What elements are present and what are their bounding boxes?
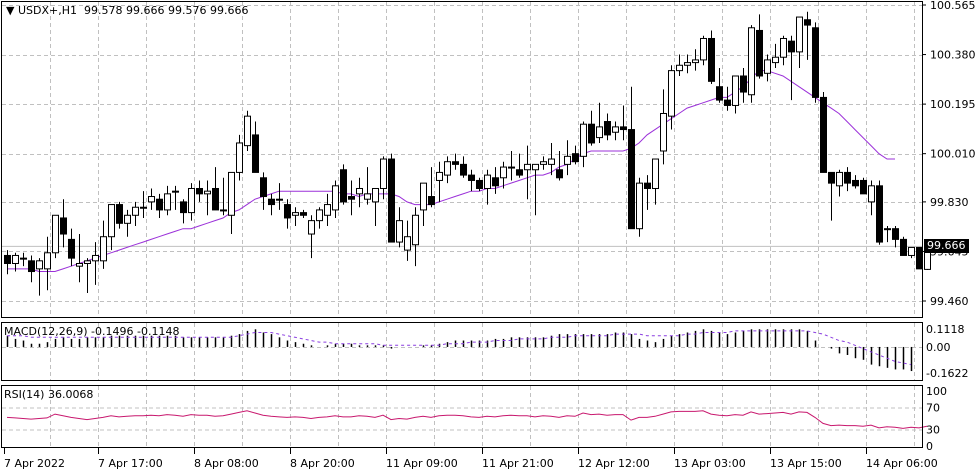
svg-text:0: 0: [926, 440, 933, 453]
svg-text:100.195: 100.195: [930, 98, 976, 111]
svg-text:30: 30: [926, 424, 940, 437]
svg-text:100: 100: [926, 385, 947, 398]
svg-text:11 Apr 09:00: 11 Apr 09:00: [386, 457, 458, 470]
rsi-label: RSI(14) 36.0068: [4, 388, 94, 401]
svg-text:12 Apr 12:00: 12 Apr 12:00: [578, 457, 650, 470]
svg-text:100.380: 100.380: [930, 49, 976, 62]
svg-text:7 Apr 17:00: 7 Apr 17:00: [98, 457, 163, 470]
svg-text:99.830: 99.830: [930, 196, 969, 209]
svg-text:100.565: 100.565: [930, 0, 976, 12]
svg-text:8 Apr 20:00: 8 Apr 20:00: [290, 457, 355, 470]
axis-labels: 100.565100.380100.195100.01099.83099.645…: [4, 0, 976, 470]
chart-title: ▼ USDX+,H1 99.578 99.666 99.576 99.666: [6, 4, 248, 17]
current-price-tag: 99.666: [924, 239, 969, 253]
macd-label: MACD(12,26,9) -0.1496 -0.1148: [4, 325, 180, 338]
grid-lines: [2, 2, 922, 448]
rsi-indicator: [6, 410, 928, 429]
panel-frames: [1, 1, 923, 448]
svg-text:8 Apr 08:00: 8 Apr 08:00: [194, 457, 259, 470]
svg-text:99.460: 99.460: [930, 295, 969, 308]
svg-text:100.010: 100.010: [930, 148, 976, 161]
ohlc-values: 99.578 99.666 99.576 99.666: [84, 4, 249, 17]
triangle-down-icon[interactable]: ▼: [6, 4, 15, 17]
svg-text:7 Apr 2022: 7 Apr 2022: [4, 457, 65, 470]
svg-text:13 Apr 03:00: 13 Apr 03:00: [674, 457, 746, 470]
svg-text:-0.1622: -0.1622: [926, 367, 968, 380]
svg-text:0.00: 0.00: [926, 341, 951, 354]
svg-text:14 Apr 06:00: 14 Apr 06:00: [866, 457, 938, 470]
svg-text:0.1118: 0.1118: [926, 323, 965, 336]
macd-indicator: [6, 329, 913, 372]
svg-text:13 Apr 15:00: 13 Apr 15:00: [770, 457, 842, 470]
svg-text:70: 70: [926, 402, 940, 415]
svg-text:11 Apr 21:00: 11 Apr 21:00: [482, 457, 554, 470]
symbol-label: USDX+,H1: [17, 4, 77, 17]
candlestick-series: [4, 11, 931, 296]
